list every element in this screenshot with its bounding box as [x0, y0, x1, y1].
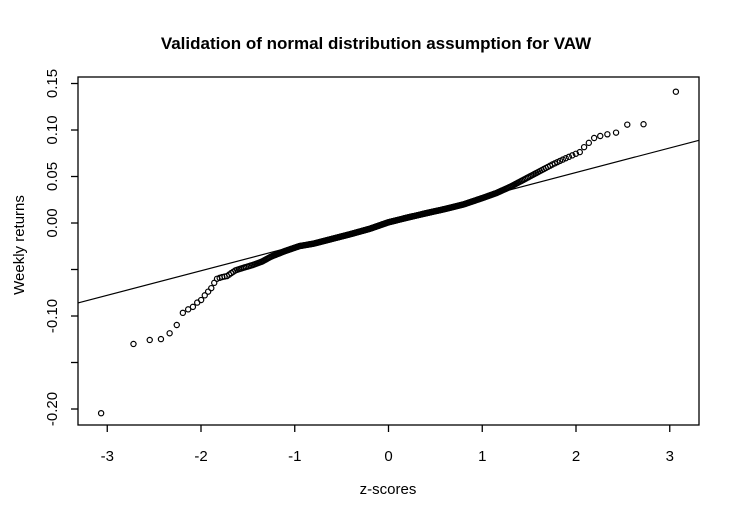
x-axis: -3 -2 -1 0 1 2 3: [101, 425, 674, 465]
x-tick-label: 1: [478, 448, 486, 465]
y-axis: 0.15 0.10 0.05 0.00 -0.10 -0.20: [44, 69, 78, 426]
data-point: [146, 336, 153, 344]
y-tick-label: 0.15: [44, 69, 61, 98]
data-point: [569, 152, 576, 159]
chart-title: Validation of normal distribution assump…: [161, 34, 592, 53]
data-point: [640, 121, 647, 128]
data-point: [604, 131, 611, 138]
data-point: [184, 306, 192, 313]
y-tick-label: 0.00: [44, 208, 61, 237]
data-point: [624, 121, 631, 128]
data-point: [590, 134, 598, 142]
plot-box: [77, 76, 700, 426]
x-axis-label: z-scores: [360, 481, 417, 498]
x-tick-label: 0: [384, 448, 392, 465]
x-tick-label: -2: [194, 448, 207, 465]
data-point: [585, 139, 593, 147]
y-tick-label: -0.10: [44, 299, 61, 333]
data-point: [157, 335, 165, 343]
data-point: [166, 330, 173, 337]
y-tick-label: 0.10: [44, 115, 61, 144]
data-point: [580, 143, 588, 151]
data-point: [173, 321, 180, 329]
data-point: [559, 156, 566, 163]
data-point: [97, 409, 105, 417]
data-point: [201, 292, 208, 299]
data-point: [189, 303, 197, 311]
data-point: [562, 155, 569, 162]
data-point: [565, 153, 573, 161]
x-tick-label: 3: [666, 448, 674, 465]
y-tick-label: -0.20: [44, 392, 61, 426]
data-point: [130, 340, 137, 348]
data-points: [97, 88, 680, 417]
x-tick-label: -1: [288, 448, 301, 465]
data-point: [208, 284, 215, 292]
data-point: [204, 288, 212, 295]
data-point: [197, 296, 205, 304]
data-point: [179, 309, 187, 317]
data-point: [576, 148, 583, 156]
y-axis-label: Weekly returns: [11, 195, 28, 295]
x-tick-label: 2: [572, 448, 580, 465]
y-tick-label: 0.05: [44, 162, 61, 191]
data-point: [672, 88, 680, 95]
data-point: [597, 132, 604, 140]
data-point: [612, 129, 620, 136]
x-tick-label: -3: [101, 448, 114, 465]
